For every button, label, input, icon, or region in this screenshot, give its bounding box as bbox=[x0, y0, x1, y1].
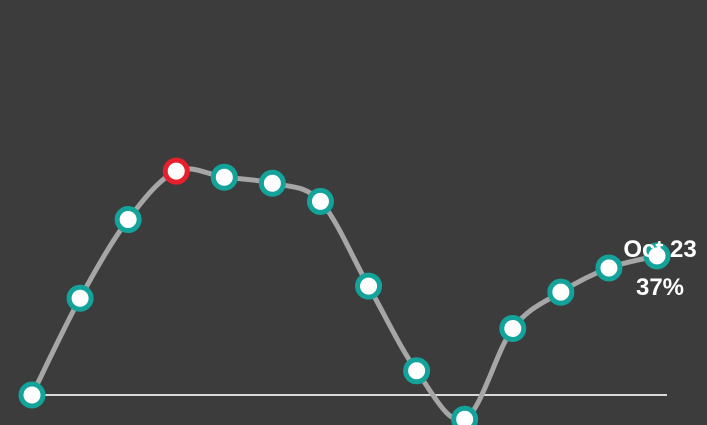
data-point bbox=[451, 405, 479, 425]
last-point-value-label: 37% bbox=[636, 274, 684, 301]
data-point bbox=[66, 284, 94, 312]
data-point bbox=[18, 381, 46, 409]
data-point bbox=[258, 169, 286, 197]
data-point-min bbox=[162, 157, 190, 185]
data-point bbox=[306, 187, 334, 215]
data-point bbox=[355, 272, 383, 300]
data-point bbox=[547, 278, 575, 306]
data-points bbox=[18, 157, 671, 425]
data-point bbox=[595, 254, 623, 282]
data-point bbox=[114, 206, 142, 234]
data-point bbox=[643, 242, 671, 270]
data-point bbox=[210, 163, 238, 191]
last-point-date-label: Oct 23 bbox=[623, 236, 696, 263]
data-point bbox=[403, 357, 431, 385]
data-point bbox=[499, 314, 527, 342]
